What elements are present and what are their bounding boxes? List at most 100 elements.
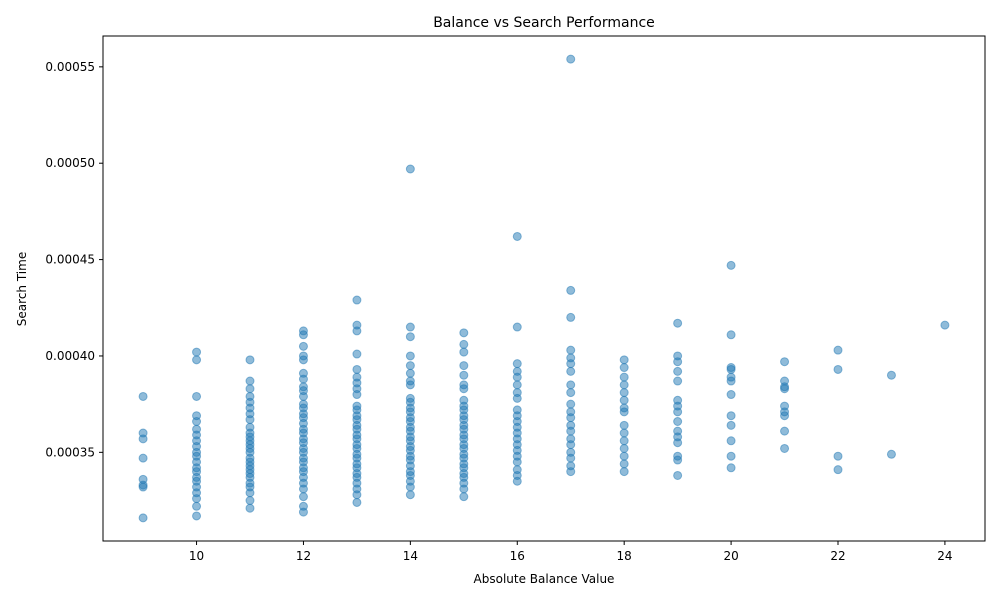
data-point [245,376,255,386]
y-axis-ticks: 0.00035 0.00040 0.00045 0.00050 0.00055 [45,60,103,459]
data-point [352,372,362,382]
data-points [138,54,950,523]
data-point [405,393,415,403]
x-tick-label: 24 [937,549,952,563]
data-point [192,501,202,511]
data-point [298,341,308,351]
data-point [405,361,415,371]
data-point [405,368,415,378]
data-point [566,353,576,363]
data-point [940,320,950,330]
data-point [726,420,736,430]
data-point [352,497,362,507]
data-point [619,443,629,453]
data-point [673,426,683,436]
data-point [673,470,683,480]
data-point [298,492,308,502]
data-point [192,424,202,434]
x-tick-label: 14 [403,549,418,563]
data-point [138,391,148,401]
data-point [886,449,896,459]
data-point [726,330,736,340]
data-point [459,380,469,390]
x-tick-label: 20 [723,549,738,563]
data-point [512,366,522,376]
data-point [459,347,469,357]
data-point [566,420,576,430]
data-point [459,361,469,371]
data-point [673,318,683,328]
data-point [780,443,790,453]
data-point [619,395,629,405]
data-point [352,349,362,359]
data-point [192,347,202,357]
data-point [512,388,522,398]
data-point [138,453,148,463]
data-point [405,351,415,361]
data-point [405,490,415,500]
data-point [566,345,576,355]
y-tick-label: 0.00055 [45,60,95,74]
data-point [138,513,148,523]
y-tick-label: 0.00040 [45,349,95,363]
data-point [673,366,683,376]
data-point [619,467,629,477]
data-point [619,372,629,382]
data-point [245,496,255,506]
x-axis-label: Absolute Balance Value [474,572,615,586]
data-point [726,436,736,446]
data-point [192,511,202,521]
data-point [619,355,629,365]
data-point [459,328,469,338]
data-point [512,359,522,369]
data-point [619,420,629,430]
data-point [298,501,308,511]
data-point [566,285,576,295]
data-point [780,376,790,386]
data-point [352,320,362,330]
data-point [619,436,629,446]
data-point [459,370,469,380]
data-point [726,463,736,473]
plot-area-frame [102,35,986,542]
x-tick-label: 22 [830,549,845,563]
data-point [619,388,629,398]
data-point [566,434,576,444]
data-point [726,390,736,400]
data-point [298,326,308,336]
data-point [405,376,415,386]
data-point [352,401,362,411]
data-point [780,426,790,436]
x-axis-ticks: 10 12 14 16 18 20 22 24 [189,541,953,563]
data-point [245,422,255,432]
data-point [726,451,736,461]
data-point [886,370,896,380]
data-point [566,380,576,390]
y-axis-label: Search Time [15,252,29,326]
data-point [298,382,308,392]
data-point [566,388,576,398]
data-point [298,351,308,361]
data-point [459,492,469,502]
data-point [673,395,683,405]
data-point [673,376,683,386]
x-tick-label: 16 [510,549,525,563]
data-point [833,451,843,461]
data-point [726,260,736,270]
data-point [833,345,843,355]
data-point [512,380,522,390]
data-point [673,417,683,426]
data-point [673,451,683,461]
data-point [192,391,202,401]
data-point [405,332,415,342]
data-point [780,401,790,411]
y-tick-label: 0.00050 [45,156,95,170]
data-point [566,399,576,409]
data-point [566,447,576,457]
data-point [566,461,576,471]
chart-title: Balance vs Search Performance [433,15,655,31]
x-tick-label: 10 [189,549,204,563]
data-point [245,503,255,513]
data-point [512,465,522,475]
data-point [833,364,843,374]
